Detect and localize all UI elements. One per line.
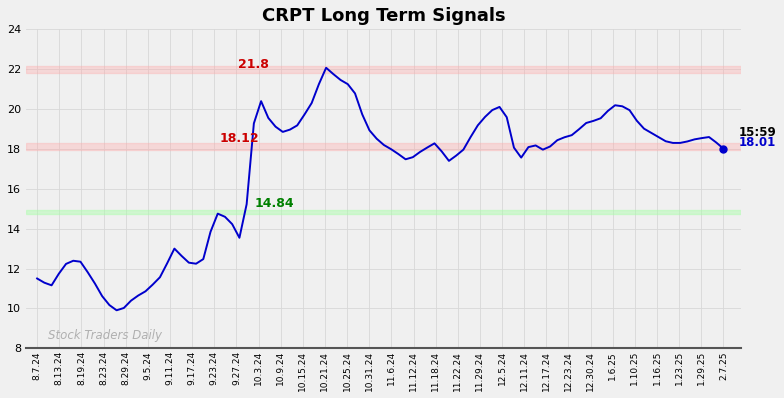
Text: 14.84: 14.84 xyxy=(254,197,294,210)
Bar xyxy=(26,143,741,150)
Title: CRPT Long Term Signals: CRPT Long Term Signals xyxy=(262,7,506,25)
Text: 21.8: 21.8 xyxy=(238,58,269,71)
Bar xyxy=(26,66,741,73)
Text: 18.12: 18.12 xyxy=(220,132,260,145)
Bar xyxy=(26,209,741,214)
Text: Stock Traders Daily: Stock Traders Daily xyxy=(48,329,162,342)
Text: 18.01: 18.01 xyxy=(739,136,776,149)
Text: 15:59: 15:59 xyxy=(739,126,777,139)
